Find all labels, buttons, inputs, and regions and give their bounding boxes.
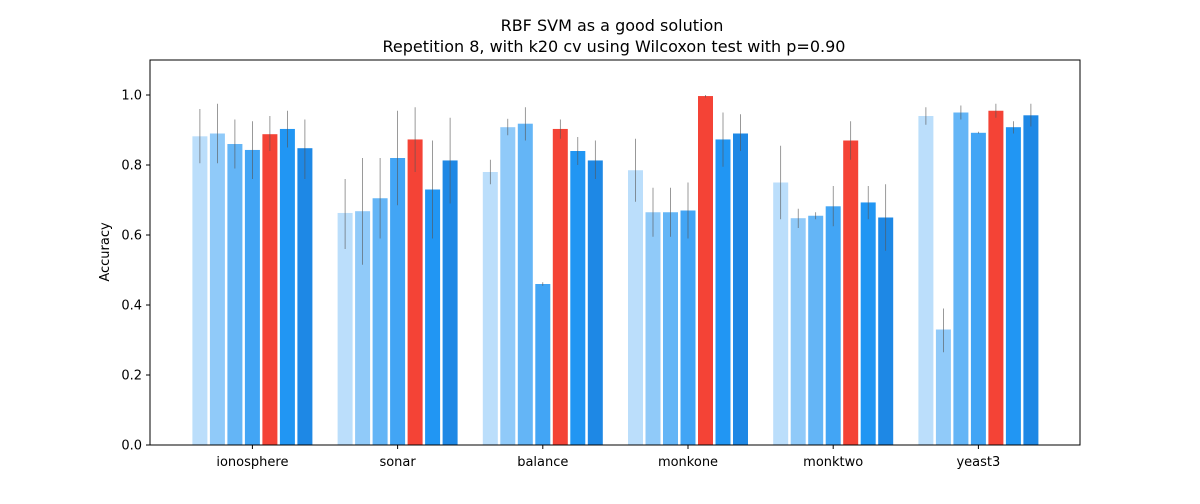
bar-monkone-6	[715, 139, 731, 445]
bar-sonar-3	[372, 198, 388, 445]
bar-monkone-5	[698, 96, 713, 446]
bar-balance-2	[500, 127, 516, 445]
y-tick-label: 0.4	[121, 299, 142, 314]
y-tick-label: 0.6	[121, 229, 142, 244]
bar-ionosphere-2	[209, 133, 225, 445]
bar-ionosphere-1	[192, 136, 208, 446]
chart-title: RBF SVM as a good solution	[501, 16, 724, 35]
y-tick-label: 0.0	[121, 439, 142, 454]
bar-yeast3-7	[1023, 115, 1039, 446]
bar-monktwo-4	[825, 206, 841, 445]
x-axis: ionosphere sonar balance monkone monktwo yeas…	[216, 445, 1000, 470]
bar-balance-5	[552, 128, 568, 445]
bar-ionosphere-3	[227, 144, 243, 445]
bar-yeast3-4	[970, 132, 986, 446]
bar-balance-7	[587, 160, 603, 445]
bar-monktwo-7	[878, 217, 894, 445]
bar-ionosphere-6	[279, 128, 295, 445]
x-tick-label-ionosphere: ionosphere	[216, 455, 288, 470]
bars-layer	[192, 96, 1039, 446]
bar-sonar-6	[425, 189, 441, 445]
bar-monkone-2	[645, 212, 661, 445]
bar-yeast3-2	[935, 329, 951, 445]
bar-ionosphere-4	[244, 149, 260, 445]
bar-monkone-1	[628, 170, 643, 445]
y-axis: 0.0 0.2 0.4 0.6 0.8 1.0	[121, 89, 150, 454]
y-axis-label: Accuracy	[98, 222, 113, 282]
bar-balance-3	[517, 123, 533, 445]
bar-monktwo-5	[843, 140, 859, 445]
plot-area-frame	[149, 59, 1081, 446]
bar-yeast3-3	[953, 112, 969, 445]
bar-monktwo-6	[860, 202, 876, 445]
error-bars-layer	[199, 95, 1032, 353]
x-tick-label-balance: balance	[517, 455, 568, 470]
bar-sonar-7	[442, 160, 458, 445]
bar-sonar-2	[355, 211, 371, 445]
y-tick-label: 0.2	[121, 369, 142, 384]
x-tick-label-monkone: monkone	[658, 455, 718, 470]
bar-balance-4	[535, 284, 551, 445]
bar-yeast3-6	[1005, 127, 1021, 445]
bar-monktwo-3	[808, 215, 824, 445]
x-tick-label-sonar: sonar	[379, 455, 416, 470]
bar-balance-1	[482, 172, 498, 445]
bar-monkone-4	[680, 210, 696, 445]
bar-sonar-4	[390, 158, 406, 445]
y-tick-label: 1.0	[121, 89, 142, 104]
bar-yeast3-1	[918, 116, 934, 445]
bar-monktwo-1	[773, 182, 789, 445]
bar-ionosphere-7	[297, 148, 313, 445]
bar-sonar-1	[337, 212, 353, 445]
chart-subtitle: Repetition 8, with k20 cv using Wilcoxon…	[383, 37, 846, 56]
x-tick-label-monktwo: monktwo	[803, 455, 863, 470]
bar-monkone-7	[733, 133, 748, 445]
y-tick-label: 0.8	[121, 159, 142, 174]
bar-balance-6	[570, 151, 586, 445]
bar-monkone-3	[663, 212, 678, 445]
bar-ionosphere-5	[262, 134, 278, 445]
bar-monktwo-2	[790, 218, 806, 445]
bar-sonar-5	[407, 139, 423, 445]
x-tick-label-yeast3: yeast3	[956, 455, 1000, 470]
bar-yeast3-5	[988, 110, 1004, 445]
